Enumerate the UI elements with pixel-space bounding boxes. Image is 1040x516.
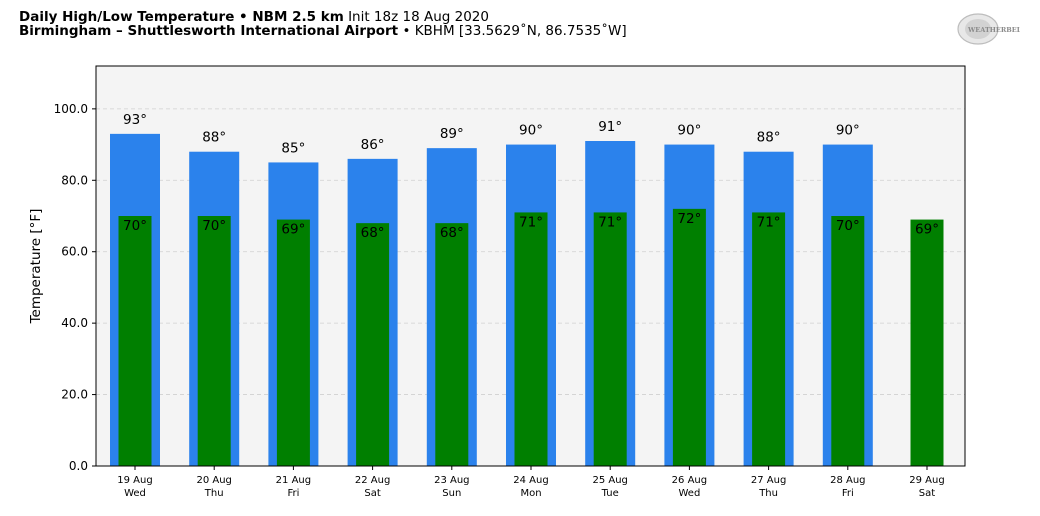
low-temp-bar (831, 216, 865, 466)
high-temp-label: 85° (281, 140, 305, 156)
high-temp-label: 88° (757, 130, 781, 146)
high-temp-label: 90° (677, 123, 701, 139)
low-temp-label: 70° (836, 218, 860, 234)
x-tick-date: 19 Aug (117, 475, 152, 486)
x-tick-weekday: Sat (364, 488, 380, 499)
high-temp-label: 86° (361, 137, 385, 153)
x-tick-date: 27 Aug (751, 475, 786, 486)
low-temp-bar (356, 223, 390, 466)
low-temp-label: 71° (598, 214, 622, 230)
chart-title: Daily High/Low Temperature • NBM 2.5 km … (19, 9, 489, 25)
high-temp-label: 90° (519, 123, 543, 139)
low-temp-label: 71° (757, 214, 781, 230)
x-tick-weekday: Thu (204, 488, 224, 499)
chart-init-time: Init 18z 18 Aug 2020 (348, 9, 489, 25)
low-temp-bar (197, 216, 231, 466)
x-tick-weekday: Tue (601, 488, 619, 499)
x-tick-weekday: Wed (124, 488, 146, 499)
x-tick-date: 22 Aug (355, 475, 390, 486)
x-tick-weekday: Sat (919, 488, 935, 499)
low-temp-label: 70° (202, 218, 226, 234)
y-tick-label: 60.0 (61, 245, 88, 259)
low-temp-bar (118, 216, 152, 466)
x-tick-date: 21 Aug (276, 475, 311, 486)
y-tick-label: 80.0 (61, 173, 88, 187)
low-temp-label: 69° (915, 222, 939, 238)
chart-title-main: Daily High/Low Temperature • NBM 2.5 km (19, 9, 344, 25)
low-temp-bar (910, 219, 944, 466)
high-temp-label: 88° (202, 130, 226, 146)
high-temp-label: 90° (836, 123, 860, 139)
y-tick-label: 20.0 (61, 388, 88, 402)
location-name: Birmingham – Shuttlesworth International… (19, 23, 399, 39)
weatherbell-logo-icon: WEATHERBELL (957, 13, 1020, 45)
chart-subtitle: Birmingham – Shuttlesworth International… (19, 23, 627, 39)
x-tick-date: 26 Aug (672, 475, 707, 486)
high-temp-label: 91° (598, 119, 622, 135)
low-temp-label: 72° (677, 211, 701, 227)
x-tick-date: 24 Aug (513, 475, 548, 486)
low-temp-label: 68° (361, 225, 385, 241)
y-tick-label: 0.0 (69, 459, 88, 473)
y-tick-label: 40.0 (61, 316, 88, 330)
bars: 93° 70° 88° 70° 85° 69° 86° 68° 89° 68° 90° 71° 91° 7… (110, 112, 944, 467)
low-temp-label: 71° (519, 214, 543, 230)
high-temp-label: 89° (440, 126, 464, 142)
x-tick-date: 20 Aug (196, 475, 231, 486)
x-tick-weekday: Fri (842, 488, 854, 499)
x-tick-weekday: Thu (758, 488, 778, 499)
x-tick-date: 29 Aug (909, 475, 944, 486)
x-axis: 19 Aug Wed 20 Aug Thu 21 Aug Fri 22 Aug Sat 23 A… (117, 466, 945, 499)
x-tick-weekday: Fri (287, 488, 299, 499)
x-tick-date: 28 Aug (830, 475, 865, 486)
x-tick-date: 23 Aug (434, 475, 469, 486)
low-temp-bar (593, 212, 627, 466)
x-tick-date: 25 Aug (592, 475, 627, 486)
x-tick-weekday: Wed (678, 488, 700, 499)
location-coordinates: • KBHM [33.5629˚N, 86.7535˚W] (402, 23, 627, 39)
low-temp-bar (276, 219, 310, 466)
x-tick-weekday: Sun (442, 488, 461, 499)
y-tick-label: 100.0 (54, 102, 88, 116)
y-axis-label: Temperature [°F] (28, 209, 44, 325)
logo-text: WEATHERBELL (967, 26, 1020, 34)
low-temp-bar (435, 223, 469, 466)
y-axis: 0.0 20.0 40.0 60.0 80.0 100.0 (54, 102, 96, 473)
low-temp-bar (672, 208, 706, 466)
low-temp-label: 70° (123, 218, 147, 234)
low-temp-label: 68° (440, 225, 464, 241)
x-tick-weekday: Mon (520, 488, 541, 499)
high-temp-label: 93° (123, 112, 147, 128)
low-temp-bar (514, 212, 548, 466)
low-temp-bar (752, 212, 786, 466)
low-temp-label: 69° (281, 222, 305, 238)
